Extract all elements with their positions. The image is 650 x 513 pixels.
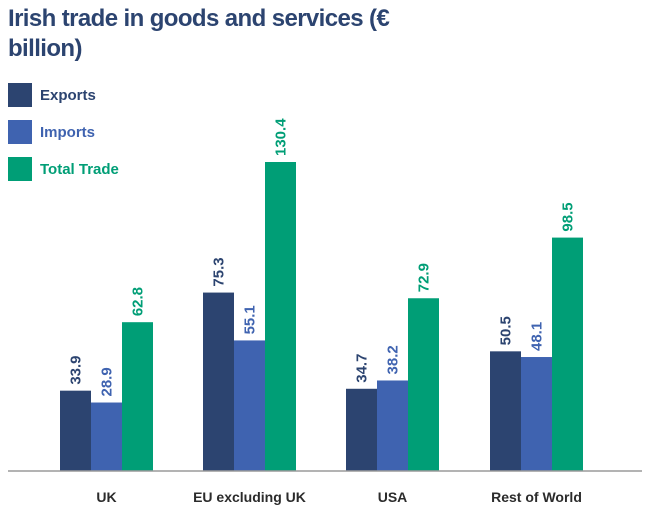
value-label-imports-uk: 28.9: [99, 367, 116, 396]
value-label-total-trade-rest-of-world: 98.5: [560, 202, 577, 231]
bar-total-trade-rest-of-world: [552, 237, 583, 471]
value-label-exports-uk: 33.9: [68, 355, 85, 384]
value-label-total-trade-uk: 62.8: [130, 287, 147, 316]
bar-imports-uk: [91, 402, 122, 471]
value-label-exports-rest-of-world: 50.5: [498, 316, 515, 345]
category-label-eu-excluding-uk: EU excluding UK: [193, 489, 306, 505]
legend-label-imports: Imports: [40, 123, 96, 141]
legend-label-exports: Exports: [40, 86, 96, 104]
bar-total-trade-uk: [122, 322, 153, 471]
legend-label-total-trade: Total Trade: [40, 160, 119, 178]
legend: Exports Imports Total Trade: [8, 82, 119, 193]
value-label-imports-eu-excluding-uk: 55.1: [242, 305, 259, 334]
category-label-usa: USA: [378, 489, 408, 505]
value-labels-group: 33.9 28.9 62.8 75.3 55.1 130.4 34.7 38.2 72.9 50.…: [68, 118, 577, 397]
value-label-exports-usa: 34.7: [354, 354, 371, 383]
bar-exports-usa: [346, 388, 377, 471]
chart-title: Irish trade in goods and services (€ bil…: [8, 5, 390, 62]
bars-group: [60, 162, 583, 471]
bar-imports-rest-of-world: [521, 357, 552, 471]
value-label-imports-rest-of-world: 48.1: [529, 322, 546, 351]
category-labels-group: UK EU excluding UK USA Rest of World: [96, 489, 581, 505]
category-label-rest-of-world: Rest of World: [491, 489, 582, 505]
bar-total-trade-usa: [408, 298, 439, 471]
bar-imports-eu-excluding-uk: [234, 340, 265, 471]
value-label-exports-eu-excluding-uk: 75.3: [211, 257, 228, 286]
legend-swatch-total-trade: [8, 157, 32, 181]
bar-exports-eu-excluding-uk: [203, 292, 234, 471]
legend-item-total-trade: Total Trade: [8, 156, 119, 182]
category-label-uk: UK: [96, 489, 116, 505]
value-label-total-trade-eu-excluding-uk: 130.4: [273, 118, 290, 156]
value-label-total-trade-usa: 72.9: [416, 263, 433, 292]
legend-swatch-imports: [8, 120, 32, 144]
legend-swatch-exports: [8, 83, 32, 107]
bar-total-trade-eu-excluding-uk: [265, 162, 296, 471]
legend-item-exports: Exports: [8, 82, 119, 108]
legend-item-imports: Imports: [8, 119, 119, 145]
value-label-imports-usa: 38.2: [385, 345, 402, 374]
bar-exports-rest-of-world: [490, 351, 521, 471]
bar-exports-uk: [60, 390, 91, 471]
bar-imports-usa: [377, 380, 408, 471]
